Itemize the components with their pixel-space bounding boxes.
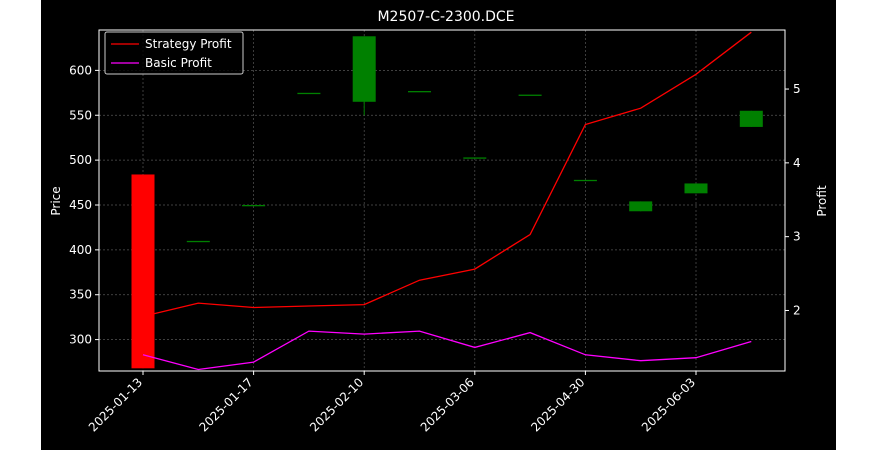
y-tick-label-4: 500 <box>69 153 92 167</box>
y-tick-label-6: 600 <box>69 63 92 77</box>
y-tick-label-3: 450 <box>69 198 92 212</box>
y2-tick-label-3: 5 <box>793 82 801 96</box>
y-tick-label-1: 350 <box>69 288 92 302</box>
candle-body-5 <box>408 91 431 93</box>
profit-line-0 <box>142 31 752 318</box>
candles <box>131 36 763 369</box>
candle-body-8 <box>573 179 597 182</box>
candle-body-3 <box>297 92 321 95</box>
candle-body-4 <box>352 36 376 102</box>
profit-line-1 <box>142 330 752 371</box>
legend-label-strategy: Strategy Profit <box>145 37 232 51</box>
y-tick-label-0: 300 <box>69 333 92 347</box>
candle-body-6 <box>463 157 487 159</box>
legend: Strategy Profit Basic Profit <box>104 31 244 75</box>
legend-label-basic: Basic Profit <box>145 56 212 70</box>
candle-body-10 <box>684 183 708 194</box>
y2-tick-label-1: 3 <box>793 230 801 244</box>
y-tick-label-2: 400 <box>69 243 92 257</box>
profit-lines <box>142 31 752 371</box>
candle-body-0 <box>131 174 155 369</box>
candle-body-7 <box>518 94 542 96</box>
candle-body-2 <box>242 204 266 207</box>
y2-axis-label: Profit <box>815 185 829 217</box>
y2-tick-label-0: 2 <box>793 303 801 317</box>
candle-body-11 <box>739 110 763 127</box>
y-tick-label-5: 550 <box>69 108 92 122</box>
chart-title: M2507-C-2300.DCE <box>377 9 514 25</box>
candle-body-9 <box>629 201 653 212</box>
legend-box <box>104 31 244 75</box>
plot-frame <box>98 29 786 372</box>
y-axis-label: Price <box>49 186 63 215</box>
chart-background <box>41 0 836 450</box>
y2-tick-label-2: 4 <box>793 156 801 170</box>
candle-body-1 <box>186 240 210 243</box>
